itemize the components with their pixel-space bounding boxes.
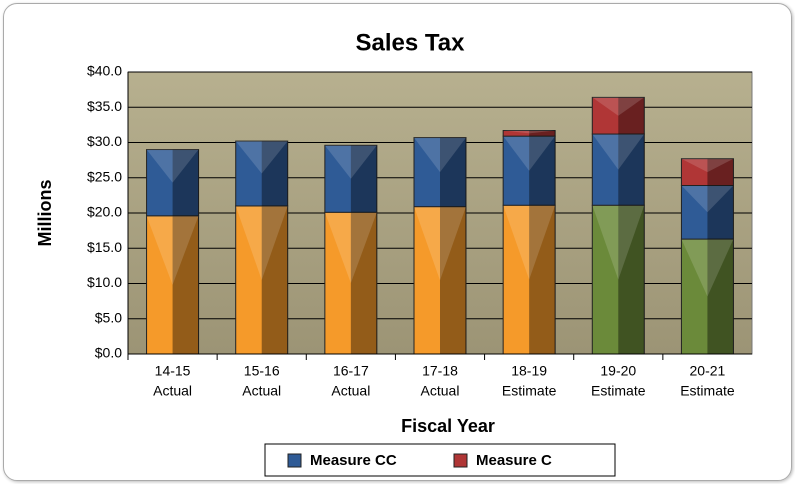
y-axis-title: Millions bbox=[35, 180, 55, 247]
y-tick-label: $0.0 bbox=[95, 345, 122, 361]
y-tick-label: $40.0 bbox=[87, 63, 122, 79]
x-tick-label: 17-18 bbox=[422, 363, 458, 379]
legend-label: Measure CC bbox=[310, 452, 397, 469]
bar-bevel bbox=[146, 149, 199, 183]
slide-frame bbox=[3, 3, 792, 481]
x-tick-label: Estimate bbox=[502, 383, 557, 399]
bar-shade bbox=[350, 145, 377, 213]
legend-swatch bbox=[287, 453, 302, 468]
legend-label: Measure C bbox=[476, 452, 552, 469]
x-tick-label: 19-20 bbox=[600, 363, 636, 379]
bar-bevel bbox=[324, 145, 377, 179]
x-tick-label: 18-19 bbox=[511, 363, 547, 379]
y-tick-label: $25.0 bbox=[87, 168, 122, 184]
bar-shade bbox=[172, 215, 199, 354]
bar-bevel bbox=[681, 185, 734, 213]
bar-segment bbox=[235, 140, 289, 207]
bar-shade bbox=[618, 205, 645, 354]
x-tick-label: 14-15 bbox=[155, 363, 191, 379]
bar-segment bbox=[235, 205, 289, 355]
bar-bevel bbox=[414, 206, 466, 281]
y-tick-label: $10.0 bbox=[87, 274, 122, 290]
bar-shade bbox=[618, 97, 645, 135]
legend bbox=[264, 443, 616, 477]
bar-bevel bbox=[503, 205, 556, 280]
bar-shade bbox=[440, 206, 466, 354]
bar-shade bbox=[529, 130, 556, 137]
bar-shade bbox=[261, 141, 288, 206]
bar-bevel bbox=[503, 130, 556, 134]
x-tick-label: Actual bbox=[331, 383, 370, 399]
bar-segment bbox=[591, 96, 645, 135]
bar-segment bbox=[324, 211, 378, 355]
bar-bevel bbox=[146, 215, 199, 285]
bar-bevel bbox=[592, 205, 645, 280]
bar-segment bbox=[502, 130, 556, 137]
bar-shade bbox=[618, 134, 645, 206]
bar-shade bbox=[707, 239, 734, 354]
bar-segment bbox=[324, 144, 378, 213]
bar-bevel bbox=[414, 137, 466, 173]
bar-shade bbox=[261, 205, 288, 354]
bar-shade bbox=[440, 137, 466, 207]
bar-bevel bbox=[592, 97, 645, 116]
y-tick-label: $30.0 bbox=[87, 133, 122, 149]
bar-shade bbox=[707, 158, 734, 186]
bar-bevel bbox=[681, 158, 734, 173]
bar-shade bbox=[529, 136, 556, 206]
x-tick-label: 16-17 bbox=[333, 363, 369, 379]
x-axis-title: Fiscal Year bbox=[401, 416, 495, 436]
y-tick-label: $15.0 bbox=[87, 239, 122, 255]
bar-shade bbox=[529, 205, 556, 354]
bar-bevel bbox=[681, 239, 734, 297]
x-tick-label: Actual bbox=[421, 383, 460, 399]
x-tick-label: Actual bbox=[153, 383, 192, 399]
bar-segment bbox=[146, 215, 200, 355]
legend-swatch bbox=[453, 453, 468, 468]
y-tick-label: $35.0 bbox=[87, 98, 122, 114]
y-tick-label: $5.0 bbox=[95, 309, 122, 325]
bar-bevel bbox=[324, 212, 377, 284]
bar-bevel bbox=[503, 136, 556, 171]
bar-shade bbox=[707, 185, 734, 240]
bar-shade bbox=[172, 149, 199, 216]
bar-bevel bbox=[235, 141, 288, 174]
bar-bevel bbox=[592, 134, 645, 170]
x-tick-label: 15-16 bbox=[244, 363, 280, 379]
chart-title: Sales Tax bbox=[356, 29, 466, 56]
x-tick-label: 20-21 bbox=[690, 363, 726, 379]
bar-segment bbox=[591, 204, 645, 355]
y-tick-label: $20.0 bbox=[87, 204, 122, 220]
bar-segment bbox=[146, 149, 200, 217]
bar-shade bbox=[350, 212, 377, 354]
x-tick-label: Actual bbox=[242, 383, 281, 399]
bar-segment bbox=[680, 158, 734, 187]
bar-segment bbox=[413, 137, 467, 208]
bar-segment bbox=[680, 238, 734, 355]
x-tick-label: Estimate bbox=[591, 383, 646, 399]
x-tick-label: Estimate bbox=[680, 383, 735, 399]
bar-bevel bbox=[235, 205, 288, 280]
